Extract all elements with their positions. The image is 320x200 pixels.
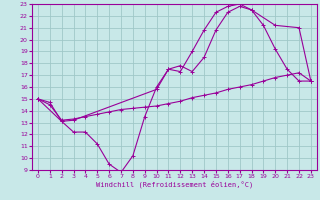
X-axis label: Windchill (Refroidissement éolien,°C): Windchill (Refroidissement éolien,°C) (96, 181, 253, 188)
